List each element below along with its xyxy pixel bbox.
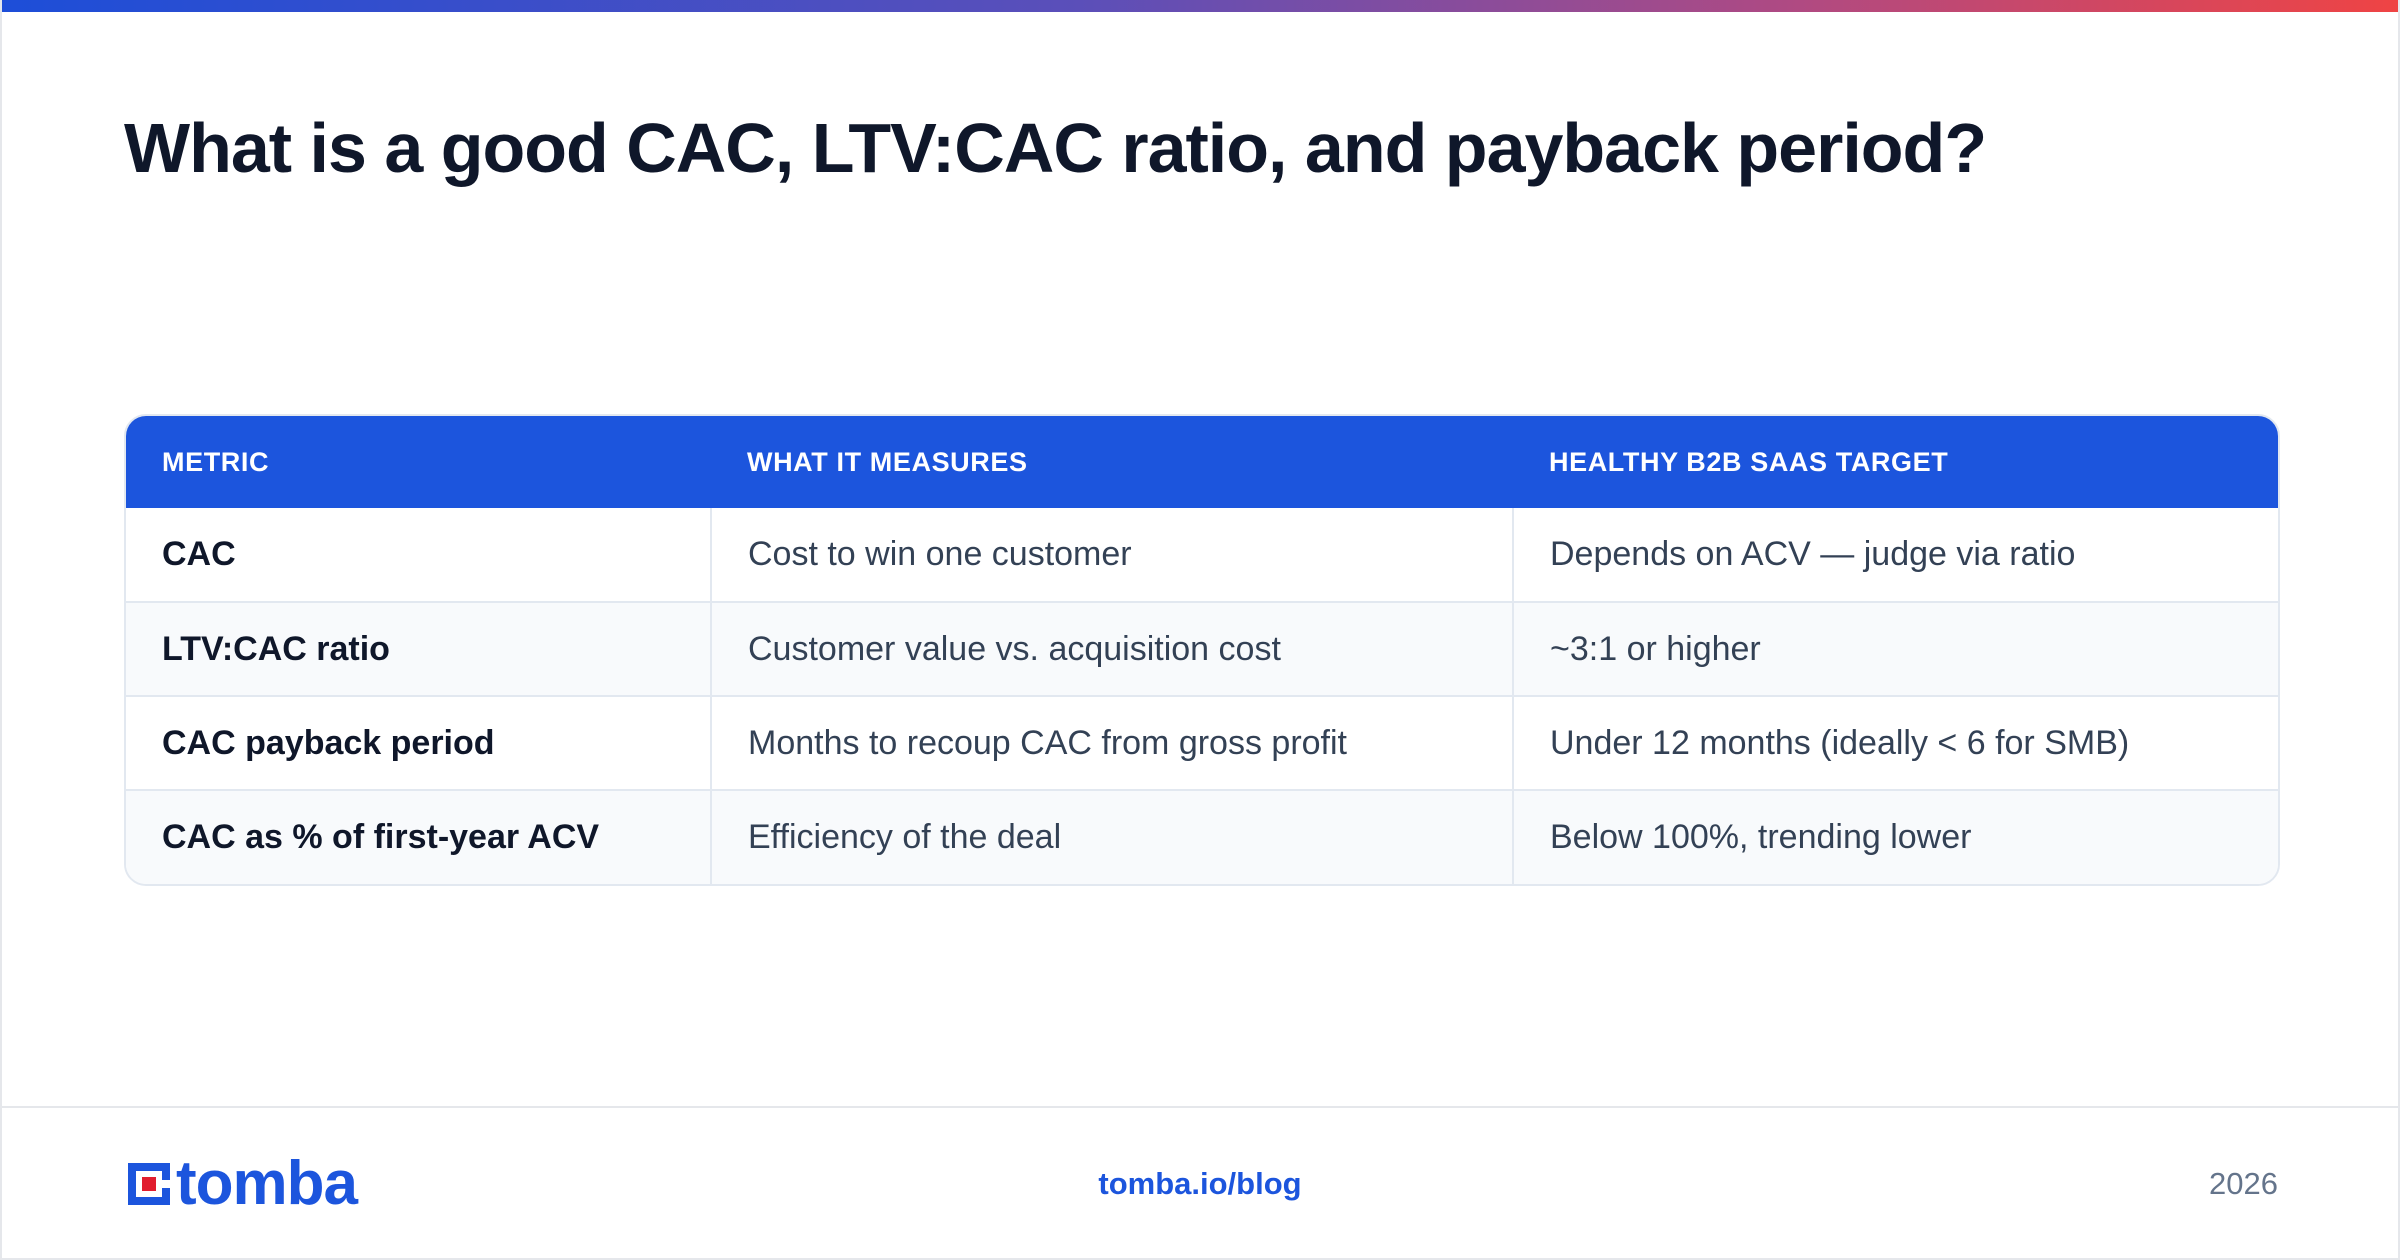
- metrics-table-container: METRIC WHAT IT MEASURES HEALTHY B2B SAAS…: [124, 414, 2280, 886]
- table-header: METRIC WHAT IT MEASURES HEALTHY B2B SAAS…: [126, 416, 2278, 508]
- metrics-table: METRIC WHAT IT MEASURES HEALTHY B2B SAAS…: [126, 416, 2278, 884]
- cell-target: Below 100%, trending lower: [1512, 789, 2278, 884]
- cell-metric: CAC: [126, 508, 711, 602]
- cell-metric: CAC as % of first-year ACV: [126, 789, 711, 884]
- header-what-it-measures: WHAT IT MEASURES: [711, 416, 1513, 508]
- cell-target: ~3:1 or higher: [1512, 601, 2278, 696]
- blog-link[interactable]: tomba.io/blog: [1098, 1166, 1302, 1201]
- cell-measure: Customer value vs. acquisition cost: [710, 601, 1513, 696]
- table-row: CAC Cost to win one customer Depends on …: [126, 508, 2278, 602]
- top-gradient-bar: [2, 0, 2398, 12]
- cell-target: Depends on ACV — judge via ratio: [1512, 508, 2278, 602]
- header-metric: METRIC: [126, 416, 711, 508]
- cell-measure: Efficiency of the deal: [710, 789, 1513, 884]
- table-row: LTV:CAC ratio Customer value vs. acquisi…: [126, 601, 2278, 696]
- cell-measure: Cost to win one customer: [710, 508, 1513, 602]
- cell-target: Under 12 months (ideally < 6 for SMB): [1512, 695, 2278, 790]
- header-healthy-target: HEALTHY B2B SAAS TARGET: [1513, 416, 2278, 508]
- tomba-logo-icon: [128, 1163, 174, 1205]
- cell-measure: Months to recoup CAC from gross profit: [710, 695, 1513, 790]
- table-row: CAC payback period Months to recoup CAC …: [126, 695, 2278, 790]
- table-header-row: METRIC WHAT IT MEASURES HEALTHY B2B SAAS…: [126, 416, 2278, 508]
- tomba-logo[interactable]: tomba: [124, 1149, 358, 1218]
- table-body: CAC Cost to win one customer Depends on …: [126, 508, 2278, 884]
- footer: tomba tomba.io/blog 2026: [2, 1106, 2398, 1258]
- page-title: What is a good CAC, LTV:CAC ratio, and p…: [124, 109, 1987, 187]
- table-row: CAC as % of first-year ACV Efficiency of…: [126, 789, 2278, 884]
- footer-year: 2026: [2209, 1166, 2278, 1201]
- cell-metric: CAC payback period: [126, 695, 711, 790]
- cell-metric: LTV:CAC ratio: [126, 601, 711, 696]
- logo-wordmark: tomba: [176, 1149, 358, 1218]
